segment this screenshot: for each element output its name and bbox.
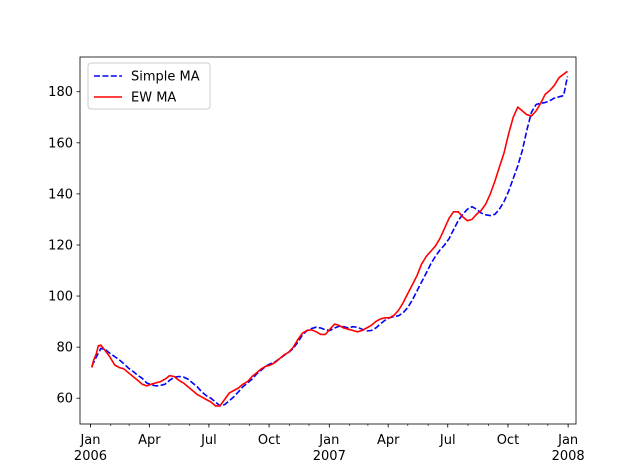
y-tick-label: 100 (48, 290, 73, 305)
x-tick-label: Jul (200, 433, 217, 448)
legend-label-simple-ma: Simple MA (131, 70, 200, 85)
x-tick-label: Jan (557, 433, 578, 448)
x-tick-label: Apr (138, 433, 161, 448)
x-tick-label: Apr (377, 433, 400, 448)
legend-label-ew-ma: EW MA (131, 91, 176, 106)
y-tick-label: 80 (56, 341, 73, 356)
series-line-ew-ma (91, 70, 568, 407)
x-tick-label: Oct (258, 433, 280, 448)
plot-frame (79, 56, 577, 425)
x-tick-label: Jan (318, 433, 339, 448)
series-line-simple-ma (91, 76, 569, 407)
x-tick-label: Oct (497, 433, 519, 448)
legend: Simple MA EW MA (87, 62, 211, 110)
x-tick-year-label: 2007 (313, 449, 346, 464)
y-tick-label: 120 (48, 238, 73, 253)
y-tick-label: 60 (56, 392, 73, 407)
y-tick-label: 140 (48, 187, 73, 202)
x-tick-year-label: 2008 (552, 449, 585, 464)
x-tick-label: Jul (439, 433, 456, 448)
series-layer (91, 70, 569, 407)
x-tick-label: Jan (79, 433, 100, 448)
x-tick-year-label: 2006 (74, 449, 107, 464)
y-tick-label: 180 (48, 85, 73, 100)
y-tick-label: 160 (48, 136, 73, 151)
